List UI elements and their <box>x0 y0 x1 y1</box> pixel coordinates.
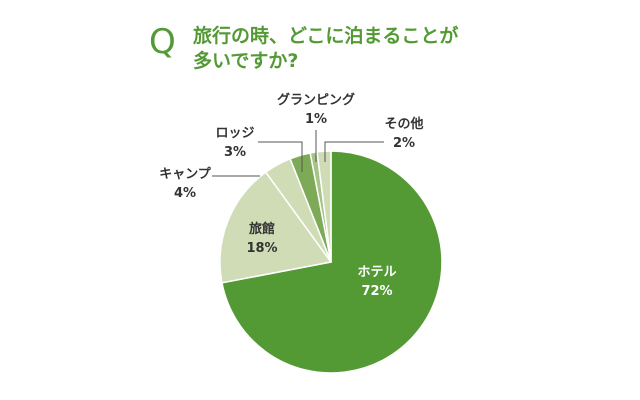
slice-other-percent-label: 2% <box>393 136 415 151</box>
slice-ryokan <box>219 171 333 284</box>
slice-glamping-percent-label: 1% <box>305 112 327 127</box>
slice-camping-label: キャンプ <box>159 167 212 182</box>
slice-other-label: その他 <box>384 116 423 132</box>
slice-hotel <box>221 150 443 374</box>
question-mark: Q <box>149 22 176 62</box>
slice-ryokan-label: 旅館 <box>249 221 275 237</box>
slice-lodge-leader-line <box>258 141 303 172</box>
slice-ryokan-percent-label: 18% <box>246 241 277 256</box>
slice-lodge-label: ロッジ <box>215 126 254 141</box>
question-title-line-2: 多いですか? <box>193 50 299 72</box>
slice-camping-percent-label: 4% <box>174 186 196 201</box>
slice-hotel-label: ホテル <box>357 265 396 280</box>
slice-glamping-label: グランピング <box>277 92 355 108</box>
slice-other <box>316 150 332 263</box>
slice-hotel-percent-label: 72% <box>361 284 392 299</box>
slice-lodge-percent-label: 3% <box>224 145 246 160</box>
question-title-line-1: 旅行の時、どこに泊まることが <box>193 25 459 47</box>
slice-other-leader-line <box>324 141 384 162</box>
